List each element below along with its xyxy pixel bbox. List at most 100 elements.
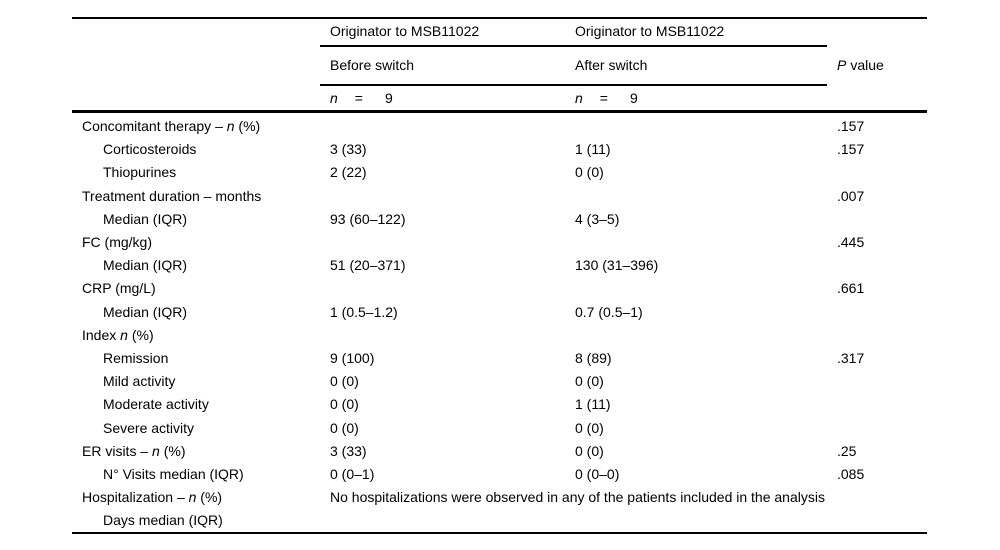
n-symbol: n	[330, 90, 338, 106]
row-label: Thiopurines	[72, 165, 330, 180]
cell-after-switch: 0.7 (0.5–1)	[575, 303, 643, 320]
row-label: Median (IQR)	[72, 303, 330, 320]
row-label: CRP (mg/L)	[72, 281, 330, 296]
rule-bottom	[72, 532, 927, 534]
cell-p-value: .085	[837, 465, 865, 482]
row-label: Concomitant therapy – n (%)	[72, 119, 330, 134]
n-count: 9	[629, 90, 638, 106]
column-group-header-1: Originator to MSB11022	[330, 23, 480, 39]
n-symbol: n	[575, 90, 583, 106]
column-header-before-switch: Before switch	[330, 57, 415, 73]
table-row: FC (mg/kg) .445	[72, 231, 927, 254]
rule-header-body-separator	[72, 110, 927, 113]
row-label: Mild activity	[72, 374, 330, 389]
row-label: FC (mg/kg)	[72, 235, 330, 250]
row-label: Median (IQR)	[72, 210, 330, 227]
table-row: Mild activity 0 (0) 0 (0)	[72, 370, 927, 393]
row-label-text: Hospitalization –	[82, 489, 189, 506]
row-label: Moderate activity	[72, 397, 330, 412]
cell-before-switch: 9 (100)	[330, 349, 375, 366]
row-label-text: Days median (IQR)	[103, 512, 223, 529]
cell-p-value: .007	[837, 187, 865, 204]
cell-before-switch: 51 (20–371)	[330, 257, 406, 274]
p-value-italic: P	[837, 57, 847, 73]
table-row: Median (IQR) 51 (20–371) 130 (31–396)	[72, 254, 927, 277]
cell-p-value: .157	[837, 118, 865, 135]
row-label-text: Thiopurines	[103, 164, 177, 181]
row-label-text: Index	[82, 326, 121, 343]
table-row: CRP (mg/L) .661	[72, 277, 927, 300]
row-label-text: Median (IQR)	[103, 210, 188, 227]
cell-p-value: .25	[837, 442, 857, 459]
row-label-suffix: (%)	[159, 442, 186, 459]
row-label-suffix: (%)	[196, 489, 223, 506]
cell-before-switch: 2 (22)	[330, 164, 367, 181]
cell-after-switch: 0 (0)	[575, 419, 604, 436]
table-row: Remission 9 (100) 8 (89) .317	[72, 347, 927, 370]
equals-sign: =	[354, 90, 363, 106]
row-label-text: ER visits –	[82, 442, 153, 459]
sample-size-after: n = 9	[575, 91, 638, 106]
cell-after-switch: 4 (3–5)	[575, 210, 620, 227]
p-value-rest: value	[850, 57, 884, 73]
cell-before-switch: 1 (0.5–1.2)	[330, 303, 398, 320]
row-label-text: Remission	[103, 349, 169, 366]
table-row: Median (IQR) 93 (60–122) 4 (3–5)	[72, 208, 927, 231]
n-count: 9	[384, 90, 393, 106]
row-label: Severe activity	[72, 419, 330, 436]
column-header-after-switch: After switch	[575, 57, 648, 73]
column-group-header-2: Originator to MSB11022	[575, 23, 725, 39]
row-label-italic-n: n	[120, 326, 128, 343]
row-label: Days median (IQR)	[72, 513, 330, 528]
row-label-text: Median (IQR)	[103, 257, 188, 274]
table-row: Median (IQR) 1 (0.5–1.2) 0.7 (0.5–1)	[72, 301, 927, 324]
cell-p-value: .317	[837, 349, 865, 366]
row-label-text: Moderate activity	[103, 396, 209, 413]
row-label-italic-n: n	[152, 442, 160, 459]
row-label-text: Concomitant therapy –	[82, 118, 227, 135]
cell-before-switch: 93 (60–122)	[330, 210, 406, 227]
row-label-text: Median (IQR)	[103, 303, 188, 320]
row-label-text: N° Visits median (IQR)	[103, 465, 244, 482]
rule-under-group-headers	[320, 45, 827, 47]
cell-before-switch: 0 (0)	[330, 373, 359, 390]
table-row: ER visits – n (%) 3 (33) 0 (0) .25	[72, 440, 927, 463]
cell-before-switch: 0 (0–1)	[330, 465, 375, 482]
cell-p-value: .445	[837, 234, 865, 251]
row-label-text: CRP (mg/L)	[82, 280, 156, 297]
cell-before-switch: 0 (0)	[330, 419, 359, 436]
cell-after-switch: 130 (31–396)	[575, 257, 659, 274]
table-body: Concomitant therapy – n (%) .157 Corticost…	[72, 115, 927, 532]
row-label-text: Severe activity	[103, 419, 195, 436]
row-label: N° Visits median (IQR)	[72, 465, 330, 482]
cell-after-switch: 0 (0)	[575, 373, 604, 390]
row-label: Median (IQR)	[72, 258, 330, 273]
cell-after-switch: 0 (0)	[575, 442, 604, 459]
cell-before-switch: 0 (0)	[330, 396, 359, 413]
row-label-text: Corticosteroids	[103, 141, 197, 158]
equals-sign: =	[599, 90, 608, 106]
rule-under-sub-headers	[320, 84, 827, 86]
table-row: Days median (IQR)	[72, 509, 927, 532]
table-row: Concomitant therapy – n (%) .157	[72, 115, 927, 138]
cell-after-switch: 1 (11)	[575, 141, 611, 158]
cell-after-switch: 0 (0)	[575, 164, 604, 181]
cell-p-value: .661	[837, 280, 865, 297]
table-row: Corticosteroids 3 (33) 1 (11) .157	[72, 138, 927, 161]
row-label-text: FC (mg/kg)	[82, 234, 152, 251]
cell-span-note: No hospitalizations were observed in any…	[330, 489, 825, 506]
table-row: Moderate activity 0 (0) 1 (11)	[72, 393, 927, 416]
row-label-suffix: (%)	[127, 326, 154, 343]
table-row: Treatment duration – months .007	[72, 185, 927, 208]
cell-p-value: .157	[837, 141, 865, 158]
cell-before-switch: 3 (33)	[330, 141, 367, 158]
row-label: Remission	[72, 349, 330, 366]
row-label: ER visits – n (%)	[72, 442, 330, 459]
cell-before-switch: 3 (33)	[330, 442, 367, 459]
table-row: Severe activity 0 (0) 0 (0)	[72, 416, 927, 439]
cell-after-switch: 0 (0–0)	[575, 465, 620, 482]
table-row: Hospitalization – n (%) No hospitalizatio…	[72, 486, 927, 509]
row-label-text: Mild activity	[103, 373, 176, 390]
cell-after-switch: 1 (11)	[575, 396, 611, 413]
